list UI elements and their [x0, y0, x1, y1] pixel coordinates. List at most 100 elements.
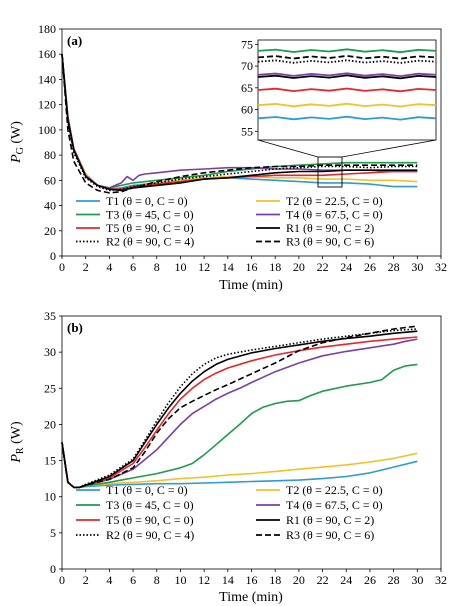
y-tick-label: 35 [44, 309, 56, 323]
legend-label: R2 (θ = 90, C = 4) [106, 528, 194, 542]
x-tick-label: 28 [388, 573, 400, 587]
legend-a: T1 (θ = 0, C = 0) T2 (θ = 22.5, C = 0) T3 … [76, 194, 383, 249]
legend-b: T1 (θ = 0, C = 0) T2 (θ = 22.5, C = 0) T3 … [76, 483, 383, 542]
x-axis-label-b: Time (min) [219, 590, 283, 605]
legend-label: T3 (θ = 45, C = 0) [106, 208, 194, 222]
legend-label: T4 (θ = 67.5, C = 0) [286, 498, 383, 512]
y-tick-label: 5 [50, 526, 56, 540]
y-axis-label-sub-b: R [15, 447, 26, 454]
inset-connector-left [257, 139, 319, 158]
y-tick-label: 25 [44, 381, 56, 395]
inset-connector-right [341, 139, 437, 158]
y-tick-label: 160 [38, 47, 56, 61]
y-axis-label-sub-a: G [15, 147, 26, 154]
series-line-t3 [61, 363, 418, 489]
legend-label: R1 (θ = 90, C = 2) [286, 513, 374, 527]
plot-area-b [61, 315, 442, 570]
x-tick-label: 28 [388, 260, 400, 274]
x-tick-label: 32 [435, 260, 447, 274]
series-line-r3 [61, 54, 418, 194]
series-line-r3 [61, 325, 418, 489]
y-tick-label: 80 [44, 148, 56, 162]
x-axis-label-a: Time (min) [219, 278, 283, 293]
panel-label-a: (a) [67, 33, 82, 48]
legend-label: R3 (θ = 90, C = 6) [286, 235, 374, 249]
x-tick-label: 26 [364, 260, 376, 274]
legend-label: T4 (θ = 67.5, C = 0) [286, 208, 383, 222]
y-tick-label: 30 [44, 345, 56, 359]
y-tick-label: 20 [44, 417, 56, 431]
y-axis-label-b: PR (W) [9, 421, 26, 464]
inset-series-group [257, 48, 437, 121]
y-tick-label: 20 [44, 224, 56, 238]
series-group-b [61, 325, 418, 489]
legend-label: R3 (θ = 90, C = 6) [286, 528, 374, 542]
legend-label: T2 (θ = 22.5, C = 0) [286, 483, 383, 497]
inset-series-line [257, 72, 437, 78]
inset-series-line [257, 102, 437, 108]
legend-label: T2 (θ = 22.5, C = 0) [286, 194, 383, 208]
x-tick-label: 32 [435, 573, 447, 587]
y-ticks-a: 0 20 40 60 80 100 120 140 160 180 [38, 22, 62, 263]
x-tick-label: 20 [293, 260, 305, 274]
x-tick-label: 2 [83, 573, 89, 587]
y-tick-label: 140 [38, 72, 56, 86]
x-tick-label: 18 [269, 260, 281, 274]
inset-series-line [257, 87, 437, 93]
x-tick-label: 4 [106, 573, 112, 587]
x-tick-label: 16 [246, 573, 258, 587]
y-tick-label: 180 [38, 22, 56, 36]
legend-label: R2 (θ = 90, C = 4) [106, 235, 194, 249]
inset-series-line [257, 48, 437, 54]
y-axis-label-unit-a: (W) [9, 121, 24, 147]
inset-y-tick-label: 75 [241, 37, 253, 51]
x-tick-label: 0 [59, 573, 65, 587]
x-tick-label: 8 [154, 573, 160, 587]
x-tick-label: 22 [317, 260, 329, 274]
legend-label: T5 (θ = 90, C = 0) [106, 221, 194, 235]
x-tick-label: 6 [130, 573, 136, 587]
x-ticks-a: 0 2 4 6 8 10 12 14 16 18 20 22 24 26 28 30 32 [59, 256, 447, 274]
legend-label: T3 (θ = 45, C = 0) [106, 498, 194, 512]
inset-y-tick-label: 55 [241, 124, 253, 138]
y-tick-label: 60 [44, 173, 56, 187]
x-tick-label: 10 [174, 573, 186, 587]
y-tick-label: 10 [44, 490, 56, 504]
x-tick-label: 30 [411, 260, 423, 274]
x-tick-label: 24 [340, 573, 352, 587]
legend-label: T1 (θ = 0, C = 0) [106, 483, 188, 497]
x-tick-label: 8 [154, 260, 160, 274]
inset-y-tick-label: 70 [241, 59, 253, 73]
x-tick-label: 10 [174, 260, 186, 274]
x-tick-label: 4 [106, 260, 112, 274]
inset-zoom: 55 60 65 70 75 [241, 37, 437, 188]
x-tick-label: 2 [83, 260, 89, 274]
y-tick-label: 15 [44, 454, 56, 468]
y-axis-label-main-b: P [9, 454, 24, 464]
inset-y-tick-label: 65 [241, 81, 253, 95]
x-tick-label: 12 [198, 573, 210, 587]
x-tick-label: 14 [222, 573, 234, 587]
x-tick-label: 14 [222, 260, 234, 274]
y-tick-label: 100 [38, 123, 56, 137]
x-tick-label: 0 [59, 260, 65, 274]
y-axis-label-unit-b: (W) [9, 421, 24, 447]
y-tick-label: 120 [38, 98, 56, 112]
x-tick-label: 16 [246, 260, 258, 274]
inset-y-ticks: 55 60 65 70 75 [241, 37, 258, 138]
x-tick-label: 12 [198, 260, 210, 274]
y-tick-label: 0 [50, 249, 56, 263]
x-ticks-b: 0 2 4 6 8 10 12 14 16 18 20 22 24 26 28 30 32 [59, 569, 447, 587]
x-tick-label: 26 [364, 573, 376, 587]
x-tick-label: 24 [340, 260, 352, 274]
x-tick-label: 18 [269, 573, 281, 587]
panel-label-b: (b) [67, 320, 83, 335]
legend-label: T5 (θ = 90, C = 0) [106, 513, 194, 527]
y-tick-label: 0 [50, 562, 56, 576]
x-tick-label: 6 [130, 260, 136, 274]
y-axis-label-a: PG (W) [9, 121, 26, 164]
y-tick-label: 40 [44, 199, 56, 213]
inset-source-box [317, 156, 343, 188]
panel-b: 0 2 4 6 8 10 12 14 16 18 20 22 24 26 28 30 32 0510152025… [9, 309, 447, 605]
